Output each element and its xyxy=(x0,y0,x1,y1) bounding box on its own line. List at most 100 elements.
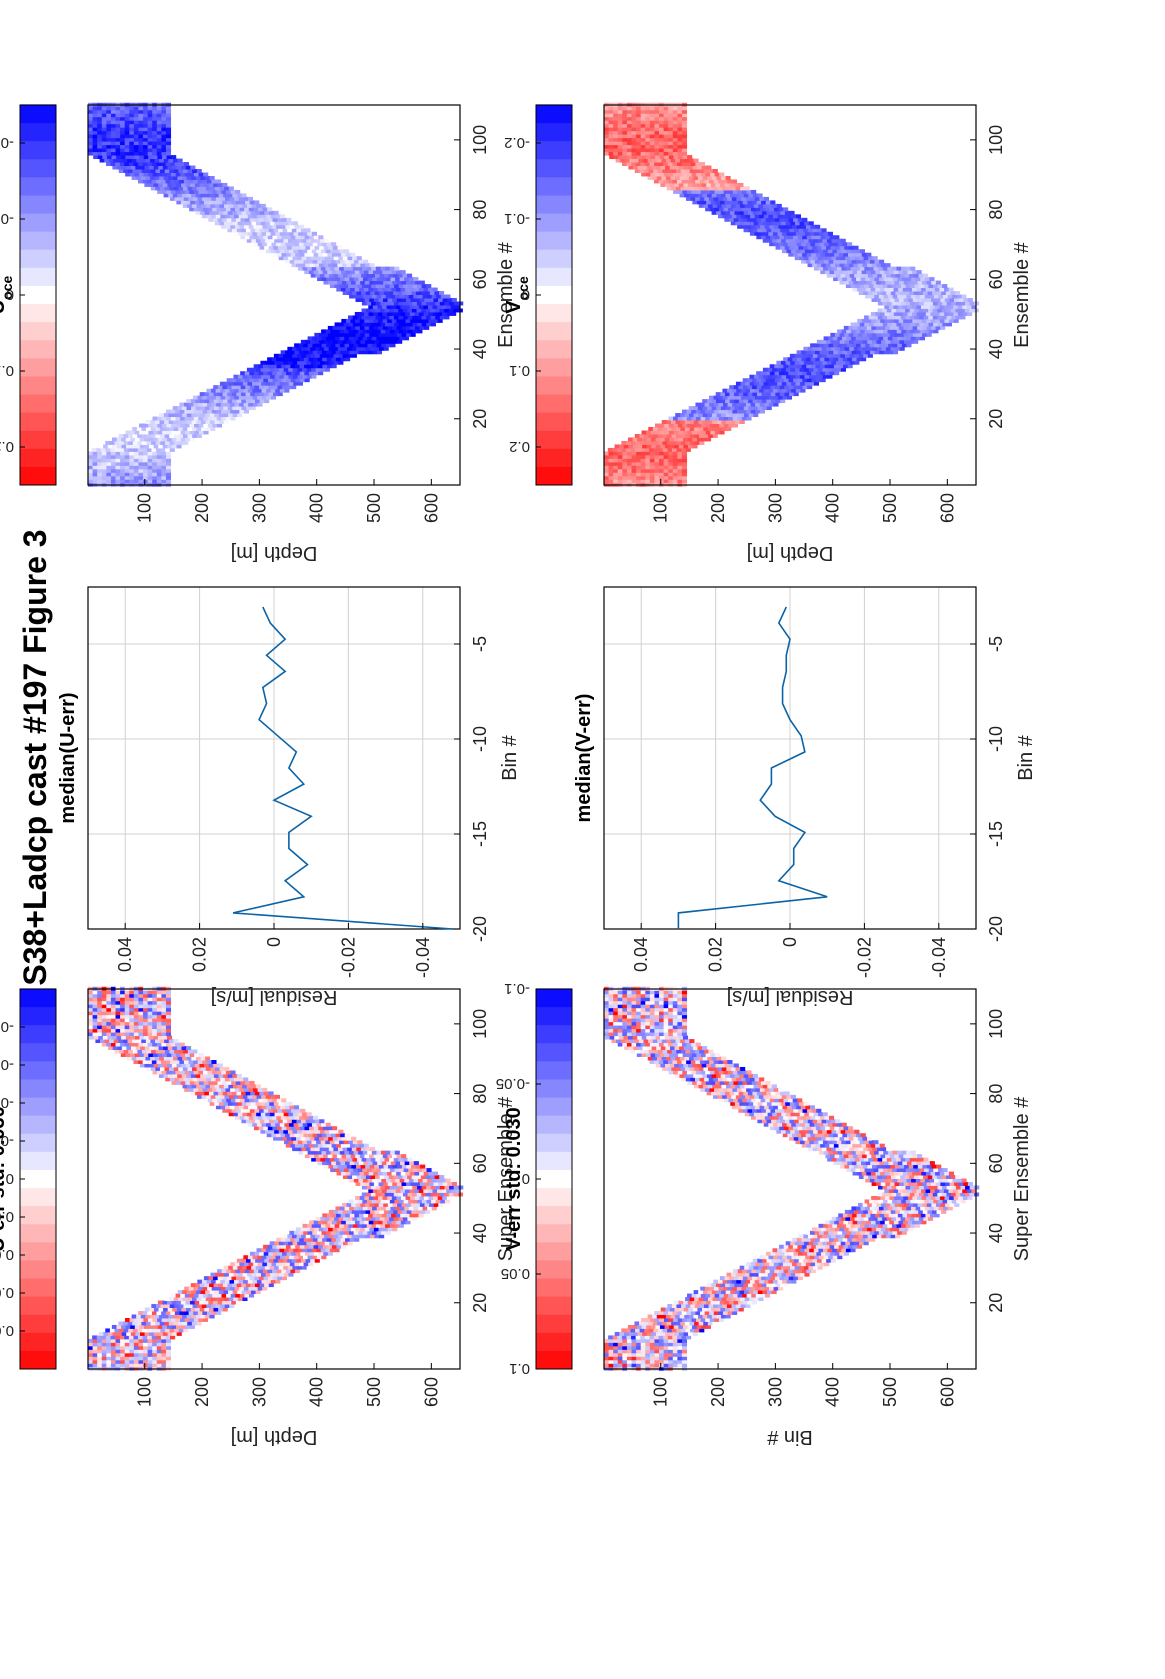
u-err-cell xyxy=(161,1007,167,1012)
v-err-cell xyxy=(824,1262,830,1267)
u-err-cell xyxy=(429,1202,435,1207)
u-oce-cell xyxy=(161,137,167,142)
u-err-cell xyxy=(344,1230,350,1235)
u-err-cell xyxy=(143,1363,149,1368)
u-oce-cell xyxy=(202,395,208,400)
u-oce-cell xyxy=(180,416,186,421)
u-oce-cell xyxy=(150,169,156,173)
u-err-cell xyxy=(435,1199,441,1204)
u-err-cell xyxy=(101,1335,107,1340)
u-oce-cell xyxy=(393,291,399,295)
v-err-cell xyxy=(661,1321,668,1326)
v-err-cell xyxy=(834,1251,840,1256)
u-err-cell xyxy=(447,1182,453,1186)
u-err-cell xyxy=(133,993,139,998)
u-oce-cell xyxy=(212,423,218,428)
v-err-colorbar-cell xyxy=(536,1024,572,1044)
u-oce-cell xyxy=(343,322,349,327)
u-err-cell xyxy=(115,1004,121,1009)
u-err-cell xyxy=(278,1241,284,1246)
u-err-cell xyxy=(235,1080,241,1085)
u-oce-cell xyxy=(139,444,145,449)
u-oce-cell xyxy=(394,322,400,327)
u-oce-cell xyxy=(389,266,395,271)
u-oce-cell xyxy=(228,203,234,208)
u-err-cell xyxy=(259,1258,265,1263)
u-err-cell xyxy=(101,1352,107,1357)
v-err-colorbar-cell xyxy=(536,1350,572,1369)
u-oce-cell xyxy=(372,277,378,282)
v-err-cell xyxy=(681,1304,687,1308)
u-err-cell xyxy=(189,1053,195,1057)
u-err-cell xyxy=(412,1168,418,1173)
u-err-cell xyxy=(290,1143,296,1148)
u-err-cell xyxy=(97,1359,103,1364)
u-err-cell xyxy=(262,1286,268,1291)
u-err-cell xyxy=(245,1276,251,1281)
u-err-cell xyxy=(92,1018,98,1023)
u-err-cell xyxy=(371,1185,377,1190)
u-err-cell xyxy=(272,1098,278,1103)
u-err-cell xyxy=(192,1304,198,1308)
u-oce-colorbar-cell xyxy=(20,339,56,359)
u-oce-cell xyxy=(272,371,278,376)
u-err-cell xyxy=(88,1004,94,1009)
u-err-cell xyxy=(230,1087,236,1092)
u-oce-cell xyxy=(267,357,273,362)
u-err-cell xyxy=(223,1084,229,1089)
u-err-cell xyxy=(134,1035,141,1040)
u-err-cell xyxy=(120,1342,126,1347)
v-err-colorbar-cell xyxy=(536,1078,572,1098)
v-err-cell xyxy=(671,1328,677,1333)
u-err-cell xyxy=(156,1059,162,1064)
u-err-cell xyxy=(115,1025,121,1030)
u-oce-cell xyxy=(202,207,209,212)
u-oce-cell xyxy=(431,294,437,299)
u-oce-cell xyxy=(391,318,397,323)
u-err-cell xyxy=(145,1314,151,1319)
u-oce-cell xyxy=(165,116,172,121)
u-err-cell xyxy=(185,1300,191,1305)
u-oce-cell xyxy=(129,148,135,153)
u-oce-cell xyxy=(188,179,194,184)
u-err-cell xyxy=(172,1331,178,1336)
v-err-cell xyxy=(668,1317,674,1322)
v-err-cell xyxy=(635,1328,641,1333)
u-oce-cell xyxy=(293,249,299,254)
v-err-cell xyxy=(691,1317,697,1322)
u-err-cell xyxy=(309,1227,315,1232)
u-oce-cell xyxy=(276,357,282,362)
u-oce-cell xyxy=(342,273,348,278)
u-oce-cell xyxy=(143,155,149,160)
u-oce-cell xyxy=(196,433,202,438)
u-err-cell xyxy=(284,1255,290,1260)
u-oce-cell xyxy=(143,465,149,470)
u-oce-cell xyxy=(200,175,206,180)
u-oce-cell xyxy=(276,252,283,257)
u-oce-cell xyxy=(380,315,386,320)
u-oce-cell xyxy=(169,196,176,201)
u-err-cell xyxy=(200,1073,206,1078)
u-err-cell xyxy=(226,1108,233,1113)
u-err-cell xyxy=(305,1227,311,1232)
u-oce-cell xyxy=(451,298,457,302)
u-err-cell xyxy=(393,1157,399,1162)
v-err-cell xyxy=(802,1251,808,1256)
u-oce-cell xyxy=(376,329,382,334)
u-oce-cell xyxy=(379,273,385,278)
u-oce-cell xyxy=(244,235,251,240)
v-err-cell xyxy=(683,1300,689,1305)
u-oce-cell xyxy=(224,381,230,386)
v-err-cell xyxy=(668,1352,674,1357)
u-err-cell xyxy=(210,1304,217,1308)
u-err-cell xyxy=(275,1105,281,1110)
u-oce-cell xyxy=(127,433,134,438)
u-err-cell xyxy=(380,1192,386,1197)
u-err-cell xyxy=(250,1290,257,1295)
u-oce-cell xyxy=(376,294,382,299)
u-oce-cell xyxy=(404,294,410,299)
u-oce-cell xyxy=(211,214,217,219)
v-err-cell xyxy=(784,1283,790,1288)
u-err-cell xyxy=(310,1258,316,1263)
u-err-cell xyxy=(283,1241,289,1246)
